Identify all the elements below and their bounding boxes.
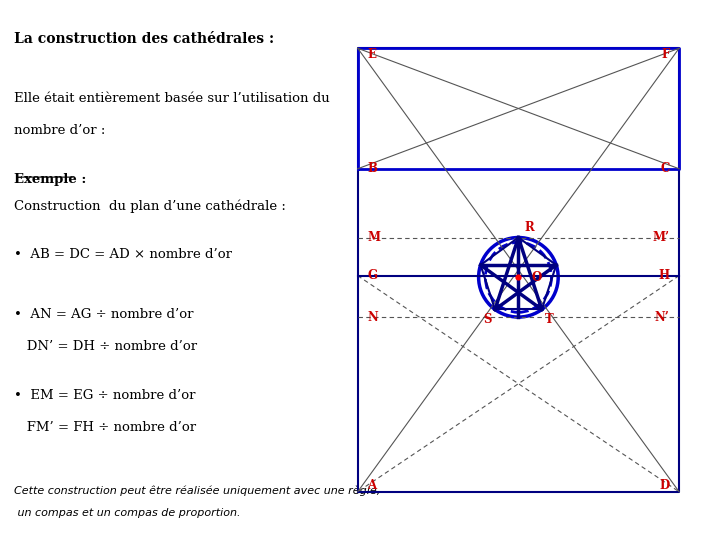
Text: Cette construction peut être réalisée uniquement avec une règle,: Cette construction peut être réalisée un…: [14, 486, 381, 496]
Text: DN’ = DH ÷ nombre d’or: DN’ = DH ÷ nombre d’or: [14, 340, 197, 353]
Text: F: F: [661, 48, 670, 61]
Text: nombre d’or :: nombre d’or :: [14, 124, 106, 137]
Text: H: H: [658, 269, 670, 282]
Text: FM’ = FH ÷ nombre d’or: FM’ = FH ÷ nombre d’or: [14, 421, 197, 434]
Text: •  EM = EG ÷ nombre d’or: • EM = EG ÷ nombre d’or: [14, 389, 196, 402]
Text: •  AN = AG ÷ nombre d’or: • AN = AG ÷ nombre d’or: [14, 308, 194, 321]
Text: La construction des cathédrales :: La construction des cathédrales :: [14, 32, 274, 46]
Text: A: A: [367, 479, 377, 492]
Text: T: T: [545, 313, 554, 326]
Text: un compas et un compas de proportion.: un compas et un compas de proportion.: [14, 508, 241, 518]
Text: E: E: [367, 48, 377, 61]
Text: O: O: [531, 271, 541, 284]
Text: C: C: [660, 163, 670, 176]
Text: D: D: [660, 479, 670, 492]
Text: G: G: [367, 269, 377, 282]
Text: M: M: [367, 231, 380, 244]
Text: N’: N’: [654, 310, 670, 323]
Text: Elle était entièrement basée sur l’utilisation du: Elle était entièrement basée sur l’utili…: [14, 92, 330, 105]
Text: M’: M’: [652, 231, 670, 244]
Text: •  AB = DC = AD × nombre d’or: • AB = DC = AD × nombre d’or: [14, 248, 233, 261]
Text: N: N: [367, 310, 378, 323]
Text: B: B: [367, 163, 377, 176]
Text: R: R: [525, 221, 534, 234]
Text: S: S: [483, 313, 492, 326]
Text: Exemple :: Exemple :: [14, 173, 87, 186]
Text: Construction  du plan d’une cathédrale :: Construction du plan d’une cathédrale :: [14, 200, 287, 213]
